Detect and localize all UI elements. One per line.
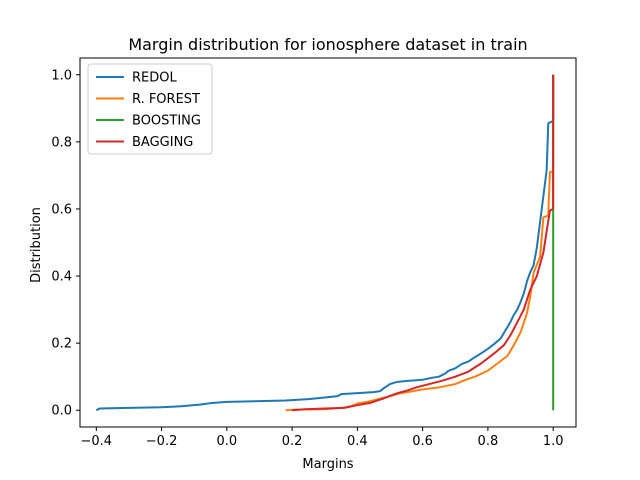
legend-label: BAGGING — [132, 135, 193, 150]
x-tick-label: 0.6 — [412, 434, 433, 449]
y-tick-label: 0.4 — [51, 270, 72, 285]
x-tick-label: 0.4 — [347, 434, 368, 449]
x-tick-label: 0.2 — [282, 434, 303, 449]
y-tick-label: 0.2 — [51, 337, 72, 352]
legend: REDOL R. FOREST BOOSTING BAGGING — [87, 63, 213, 155]
x-tick-label: 0.8 — [478, 434, 499, 449]
x-tick-label: −0.2 — [146, 434, 178, 449]
plot-area: −0.4 −0.2 0.0 0.2 0.4 0.6 0.8 1.0 0.0 0.2 0.4 0.6 0.… — [51, 57, 577, 449]
y-axis-title: Distribution — [29, 207, 44, 283]
series-line-r-forest — [285, 74, 555, 412]
legend-label: BOOSTING — [132, 114, 201, 129]
chart-title: Margin distribution for ionosphere datas… — [128, 35, 527, 54]
y-tick-label: 0.6 — [51, 202, 72, 217]
y-tick-label: 0.8 — [51, 135, 72, 150]
legend-label: R. FOREST — [132, 92, 200, 107]
x-tick-label: 0.0 — [216, 434, 237, 449]
series-lines — [95, 74, 555, 412]
y-tick-label: 1.0 — [51, 68, 72, 83]
series-line-bagging — [292, 74, 555, 412]
y-tick-label: 0.0 — [51, 404, 72, 419]
legend-label: REDOL — [132, 71, 177, 86]
x-axis-title: Margins — [302, 457, 353, 472]
plot-frame — [79, 57, 577, 428]
series-line-redol — [95, 74, 555, 412]
x-tick-label: −0.4 — [81, 434, 113, 449]
x-tick-label: 1.0 — [543, 434, 564, 449]
legend-box — [87, 63, 213, 155]
